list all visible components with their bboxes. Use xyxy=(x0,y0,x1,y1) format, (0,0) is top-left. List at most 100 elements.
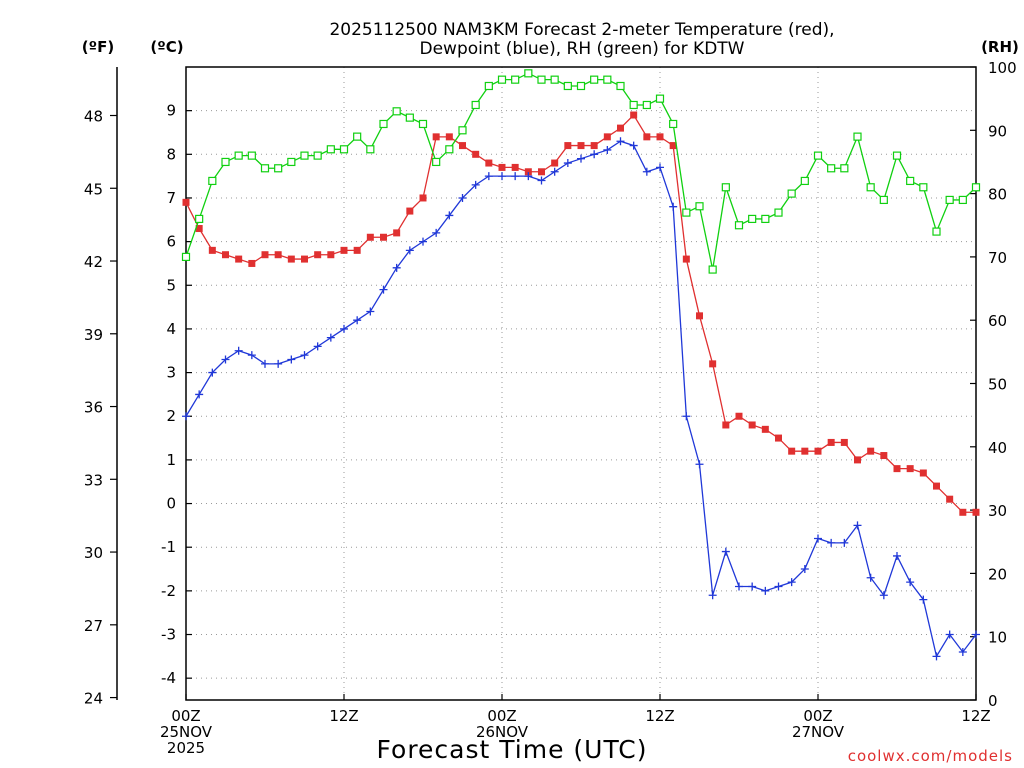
rh-marker xyxy=(405,113,414,122)
rh-marker xyxy=(958,195,967,205)
rh-marker xyxy=(366,145,375,154)
2-meter-temperature-marker xyxy=(274,251,282,259)
dewpoint-marker xyxy=(261,359,269,368)
rh-marker xyxy=(892,151,902,160)
rh-marker xyxy=(379,119,388,129)
2-meter-temperature-marker xyxy=(459,142,466,150)
rh-marker xyxy=(458,126,467,135)
dewpoint-marker xyxy=(800,565,809,574)
rh-marker xyxy=(655,94,665,103)
celsius-tick-label: 5 xyxy=(166,276,176,294)
dewpoint-marker xyxy=(669,202,678,211)
dewpoint-marker xyxy=(550,167,559,176)
rh-tick-label: 30 xyxy=(988,502,1007,520)
dewpoint-marker xyxy=(787,578,796,587)
celsius-tick-label: 6 xyxy=(166,233,176,251)
celsius-tick-label: 9 xyxy=(166,102,176,120)
fahrenheit-tick-label: 33 xyxy=(84,471,103,489)
2-meter-temperature-marker xyxy=(854,456,861,464)
chart-title-line1: 2025112500 NAM3KM Forecast 2-meter Tempe… xyxy=(329,20,834,40)
dewpoint-marker xyxy=(577,154,585,163)
credit-text: coolwx.com/models xyxy=(848,747,1013,765)
dewpoint-marker xyxy=(682,412,691,421)
dewpoint-marker xyxy=(945,630,954,639)
rh-marker xyxy=(840,164,849,173)
2-meter-temperature-marker xyxy=(511,163,519,171)
rh-marker xyxy=(353,132,362,141)
2-meter-temperature-marker xyxy=(867,447,875,455)
dewpoint-marker xyxy=(735,582,743,591)
rh-marker xyxy=(590,75,599,84)
dewpoint-marker xyxy=(590,150,599,159)
2-meter-temperature-marker xyxy=(603,133,611,141)
2-meter-temperature-marker xyxy=(327,251,335,259)
rh-tick-label: 40 xyxy=(988,439,1007,457)
dewpoint-marker xyxy=(879,591,888,600)
2-meter-temperature-marker xyxy=(235,255,243,263)
dewpoint-marker xyxy=(906,578,915,587)
dewpoint-marker xyxy=(866,573,875,582)
rh-marker xyxy=(563,81,572,91)
dewpoint-marker xyxy=(313,342,322,351)
2-meter-temperature-marker xyxy=(419,194,427,202)
celsius-tick-label: 1 xyxy=(166,451,176,469)
fahrenheit-tick-label: 39 xyxy=(84,326,103,344)
2-meter-temperature-marker xyxy=(577,142,585,150)
2-meter-temperature-marker xyxy=(946,495,954,503)
2-meter-temperature-marker xyxy=(261,251,269,259)
dewpoint-marker xyxy=(814,534,822,543)
2-meter-temperature-marker xyxy=(380,233,387,241)
2-meter-temperature-marker xyxy=(406,207,414,215)
dewpoint-marker xyxy=(195,390,204,399)
rh-marker xyxy=(827,164,836,173)
rh-marker xyxy=(300,151,309,160)
dewpoint-marker xyxy=(379,285,388,294)
celsius-tick-label: -2 xyxy=(161,582,176,600)
dewpoint-marker xyxy=(958,647,967,656)
2-meter-temperature-marker xyxy=(208,246,216,254)
2-meter-temperature-marker xyxy=(432,133,440,141)
celsius-tick-label: 2 xyxy=(166,407,176,425)
dewpoint-marker xyxy=(537,176,546,185)
dewpoint-marker xyxy=(721,547,730,556)
dewpoint-marker xyxy=(484,172,493,181)
rh-marker xyxy=(511,75,520,84)
rh-marker xyxy=(971,183,981,192)
fahrenheit-tick-label: 36 xyxy=(84,399,103,417)
x-axis-title: Forecast Time (UTC) xyxy=(377,735,648,764)
dewpoint-marker xyxy=(972,630,980,639)
rh-tick-label: 100 xyxy=(988,59,1017,77)
rh-marker xyxy=(748,214,757,224)
x-tick-label: 12Z xyxy=(645,707,674,725)
2-meter-temperature-marker xyxy=(933,482,940,490)
2-meter-temperature-marker xyxy=(524,168,532,176)
rh-marker xyxy=(761,214,770,224)
chart-title-line2: Dewpoint (blue), RH (green) for KDTW xyxy=(419,39,744,59)
rh-marker xyxy=(721,183,730,192)
2-meter-temperature-marker xyxy=(761,425,769,433)
dewpoint-marker xyxy=(300,351,309,360)
2-meter-temperature-marker xyxy=(827,438,835,446)
rh-marker xyxy=(787,189,796,198)
x-tick-label: 00Z xyxy=(171,707,200,725)
2-meter-temperature-marker xyxy=(696,312,703,320)
dewpoint-marker xyxy=(182,412,190,421)
dewpoint-marker xyxy=(708,591,717,600)
dewpoint-marker xyxy=(340,324,348,333)
data-series xyxy=(181,69,981,661)
dewpoint-marker xyxy=(932,652,941,661)
2-meter-temperature-marker xyxy=(972,508,980,516)
2-meter-temperature-marker xyxy=(643,133,651,141)
dewpoint-marker xyxy=(603,145,612,154)
rh-marker xyxy=(734,221,744,230)
dewpoint-marker xyxy=(471,180,480,189)
2-meter-temperature-marker xyxy=(472,150,480,158)
2-meter-temperature-marker xyxy=(893,465,901,473)
rh-marker xyxy=(260,164,270,173)
rh-marker xyxy=(629,100,638,110)
2-meter-temperature-marker xyxy=(682,255,690,263)
rh-marker xyxy=(669,119,678,129)
2-meter-temperature-marker xyxy=(722,421,730,429)
2-meter-temperature-marker xyxy=(801,447,809,455)
2-meter-temperature-line xyxy=(185,113,976,513)
